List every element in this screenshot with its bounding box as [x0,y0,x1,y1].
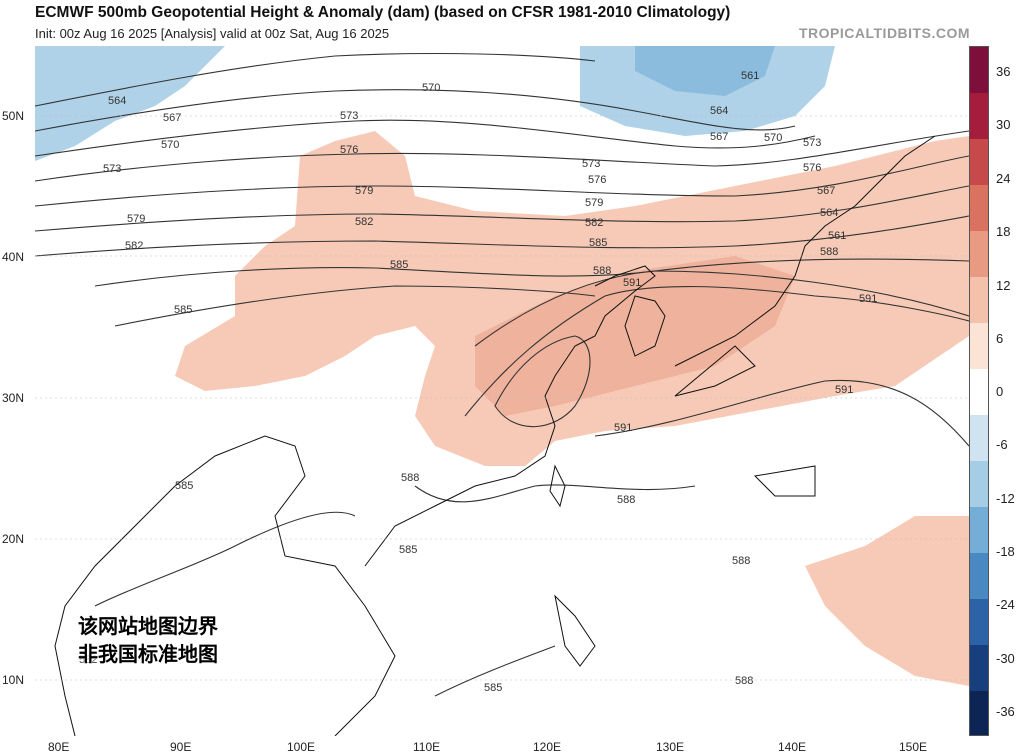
colorbar-label: -36 [996,704,1015,719]
contour-label: 576 [588,174,606,186]
colorbar-segment [970,369,988,415]
contour-label: 570 [161,139,179,151]
colorbar-label: 18 [996,224,1011,239]
contour-label: 585 [589,237,607,249]
map-canvas: 561 564 567 570 573 576 579 582 585 588 … [35,46,969,736]
contour-label: 573 [103,163,121,175]
colorbar-segment [970,461,988,507]
colorbar-label: -12 [996,491,1015,506]
colorbar-label: 12 [996,278,1011,293]
contour-label: 576 [803,162,821,174]
contour-label: 567 [163,112,181,124]
latitude-label: 20N [2,532,25,546]
contour-label: 561 [741,70,759,82]
contour-label: 582 [355,216,373,228]
colorbar-segment [970,47,988,93]
contour-label: 570 [764,132,782,144]
longitude-label: 110E [413,740,441,754]
colorbar-segment [970,415,988,461]
longitude-label: 90E [170,740,192,754]
map-subtitle: Init: 00z Aug 16 2025 [Analysis] valid a… [35,26,390,41]
colorbar-label: -24 [996,597,1015,612]
positive-anomaly-area [805,516,969,686]
contour-label: 567 [817,185,835,197]
latitude-label: 30N [2,391,25,405]
contour-label: 591 [623,277,641,289]
longitude-label: 150E [899,740,928,754]
anomaly-colorbar [969,46,989,736]
longitude-label: 120E [533,740,562,754]
contour-label: 591 [859,293,877,305]
colorbar-label: 6 [996,331,1004,346]
colorbar-label: 36 [996,64,1011,79]
contour-label: 564 [820,207,838,219]
contour-label: 585 [174,304,192,316]
anomaly-map: 561 564 567 570 573 576 579 582 585 588 … [35,46,969,736]
contour-label: 588 [593,265,611,277]
contour-label: 579 [127,213,145,225]
contour-label: 585 [399,544,417,556]
longitude-label: 100E [287,740,316,754]
colorbar-segment [970,185,988,231]
longitude-label: 140E [778,740,807,754]
map-title: ECMWF 500mb Geopotential Height & Anomal… [35,4,731,21]
contour-label: 585 [390,259,408,271]
contour-labels: 561 564 567 570 573 576 579 582 585 588 … [79,70,877,694]
contour-label: 582 [585,217,603,229]
contour-label: 564 [108,95,126,107]
colorbar-segment [970,277,988,323]
map-boundary-disclaimer: 该网站地图边界 非我国标准地图 [78,612,218,668]
colorbar-segment [970,93,988,139]
contour-label: 573 [340,110,358,122]
colorbar-label: 0 [996,384,1004,399]
colorbar-segment [970,507,988,553]
colorbar-label: 30 [996,117,1011,132]
latitude-label: 50N [2,109,25,123]
height-contours [35,52,969,697]
contour-label: 570 [422,82,440,94]
contour-label: 573 [803,137,821,149]
contour-label: 576 [340,144,358,156]
contour-label: 588 [735,675,753,687]
colorbar-label: 24 [996,171,1011,186]
contour-label: 585 [484,682,502,694]
contour-label: 588 [820,246,838,258]
colorbar-label: -30 [996,651,1015,666]
disclaimer-line: 非我国标准地图 [78,642,218,666]
contour-label: 588 [732,555,750,567]
negative-anomaly-area [35,46,225,161]
contour-label: 567 [710,131,728,143]
contour-label: 564 [710,105,728,117]
contour-label: 582 [79,654,97,666]
map-header: ECMWF 500mb Geopotential Height & Anomal… [0,0,1024,46]
negative-anomaly-core [635,46,775,96]
colorbar-segment [970,231,988,277]
latitude-label: 40N [2,250,25,264]
longitude-label: 130E [656,740,685,754]
coastlines [54,135,936,736]
contour-label: 588 [617,494,635,506]
contour-label: 588 [401,472,419,484]
contour-label: 582 [125,240,143,252]
contour-label: 579 [585,197,603,209]
colorbar-segment [970,599,988,645]
contour-label: 561 [828,230,846,242]
contour-label: 579 [355,185,373,197]
colorbar-segment [970,553,988,599]
colorbar-segment [970,645,988,691]
longitude-label: 80E [48,740,70,754]
graticule [35,115,969,681]
brand-label: TROPICALTIDBITS.COM [798,25,970,41]
colorbar-segment [970,323,988,369]
contour-label: 585 [175,480,193,492]
colorbar-segment [970,691,988,735]
colorbar-segment [970,139,988,185]
disclaimer-line: 该网站地图边界 [78,614,218,638]
contour-label: 591 [835,384,853,396]
contour-label: 591 [614,422,632,434]
colorbar-label: -6 [996,437,1008,452]
colorbar-label: -18 [996,544,1015,559]
contour-label: 573 [582,158,600,170]
latitude-label: 10N [2,673,25,687]
